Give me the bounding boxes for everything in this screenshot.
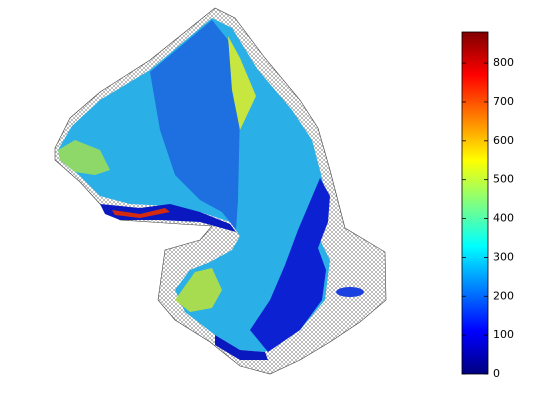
colorbar-tick-label: 300 [493, 250, 514, 263]
colorbar-tick-label: 700 [493, 95, 514, 108]
colorbar-tick-label: 600 [493, 134, 514, 147]
surface-patch [336, 287, 364, 297]
colorbar-tick-label: 500 [493, 173, 514, 186]
surface-patch [100, 204, 236, 232]
colorbar-gradient [461, 31, 489, 375]
colorbar: 0 100 200 300 400 500 600 700 800 [461, 31, 514, 380]
colorbar-tick-label: 0 [493, 367, 500, 380]
surface-patch [58, 140, 110, 175]
colorbar-tick-label: 400 [493, 212, 514, 225]
colorbar-tick-label: 100 [493, 328, 514, 341]
surface-patch [215, 335, 268, 360]
surface-patch [250, 178, 330, 352]
surface [54, 7, 387, 375]
surface-patch [228, 36, 256, 130]
colorbar-tick-label: 800 [493, 56, 514, 69]
surface-patch [150, 20, 240, 230]
surface-patch [112, 208, 170, 218]
colorbar-tick-label: 200 [493, 289, 514, 302]
surface-patch [175, 268, 222, 312]
